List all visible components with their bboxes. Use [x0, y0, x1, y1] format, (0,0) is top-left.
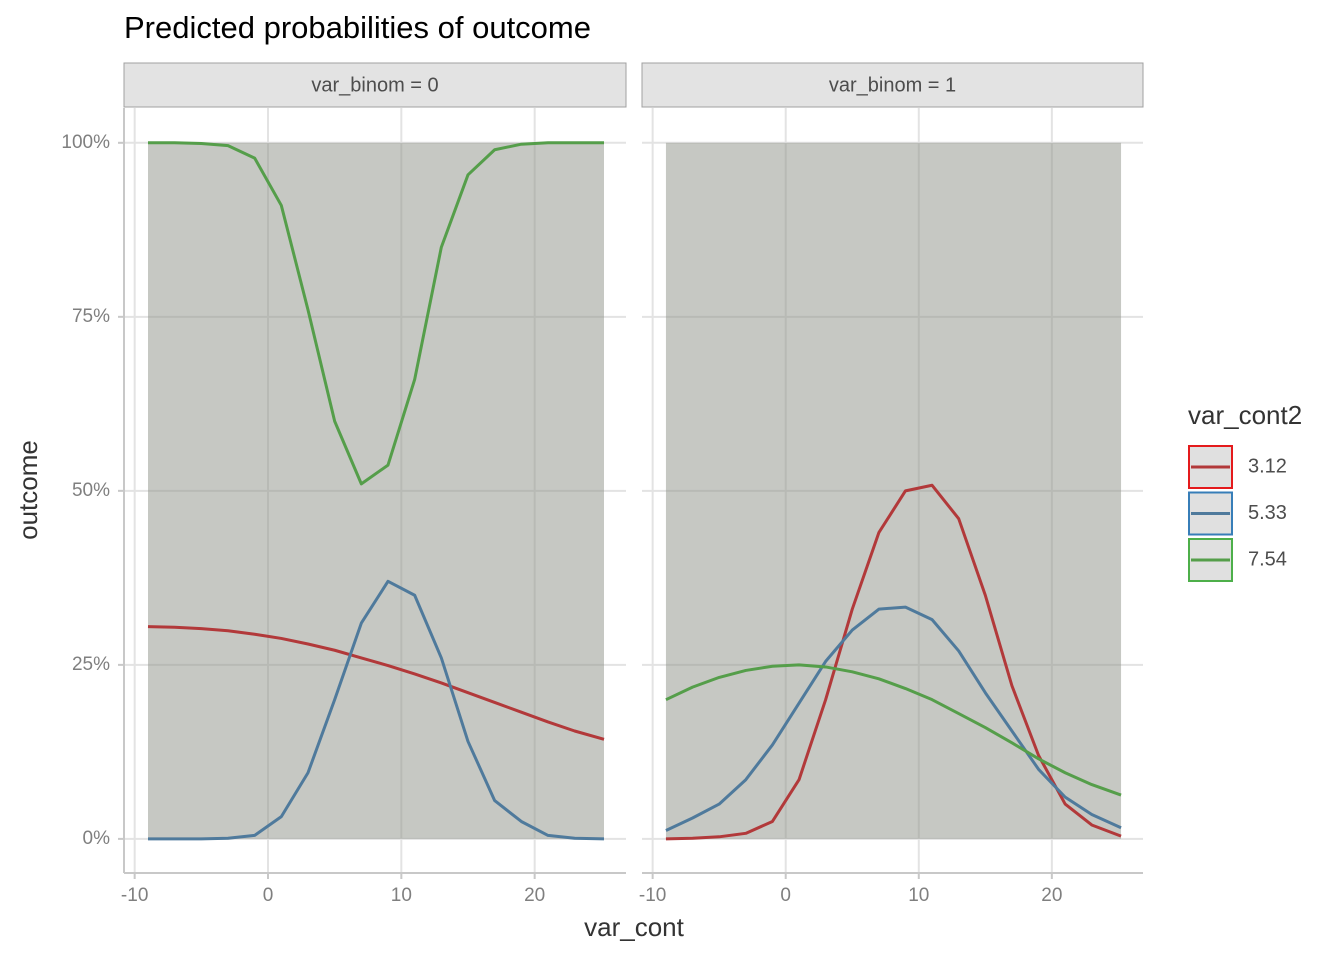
y-tick-label: 25% [72, 654, 110, 675]
facet-strip [123, 62, 627, 108]
series-line [665, 483, 1122, 841]
y-tick-label: 100% [61, 132, 110, 153]
x-tick-label: -10 [639, 885, 666, 906]
series-line [148, 141, 604, 486]
y-axis-title: outcome [13, 440, 43, 540]
x-tick-label: 10 [391, 885, 412, 906]
y-tick-label: 0% [83, 828, 111, 849]
facet-strip-label: var_binom = 0 [311, 74, 438, 96]
facet-strip-label: var_binom = 1 [829, 74, 956, 96]
legend-title: var_cont2 [1188, 400, 1302, 430]
ribbon [665, 142, 1122, 839]
legend-label: 5.33 [1248, 502, 1287, 524]
legend-label: 3.12 [1248, 455, 1287, 477]
y-tick-label: 75% [72, 306, 110, 327]
x-tick-label: 10 [908, 885, 929, 906]
series-line [147, 625, 605, 741]
y-tick-label: 50% [72, 480, 110, 501]
x-tick-label: 0 [263, 885, 274, 906]
chart-title: Predicted probabilities of outcome [124, 10, 591, 45]
facet-strip [641, 62, 1144, 108]
series-line [665, 605, 1122, 832]
x-tick-label: -10 [121, 885, 148, 906]
x-tick-label: 20 [1041, 885, 1062, 906]
x-axis-title: var_cont [584, 912, 684, 942]
x-tick-label: 0 [780, 885, 791, 906]
legend-label: 7.54 [1248, 548, 1287, 570]
series-line [148, 579, 605, 841]
ribbon [148, 142, 604, 839]
x-tick-label: 20 [524, 885, 545, 906]
series-line [665, 663, 1122, 797]
